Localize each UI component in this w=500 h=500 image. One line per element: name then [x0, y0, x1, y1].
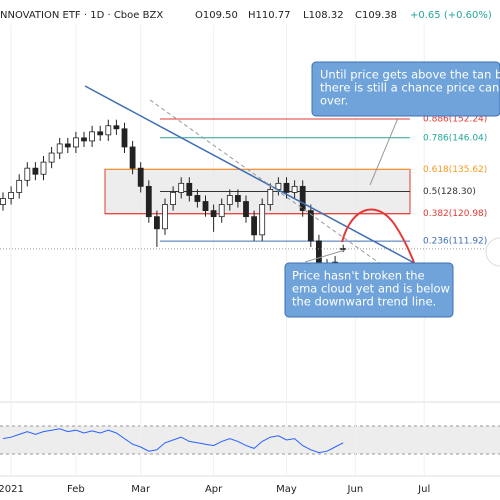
dashed-line — [149, 99, 421, 293]
callout-text: there is still a chance price can — [320, 81, 499, 95]
fib-label: 0.236(111.92) — [423, 237, 487, 247]
x-tick-label: 2021 — [0, 484, 24, 495]
x-tick-label: Jun — [347, 484, 364, 495]
candle-body — [137, 167, 144, 187]
x-tick-label: Apr — [205, 484, 223, 495]
callout-pointer — [304, 249, 346, 263]
ohlc-close: C109.38 — [355, 10, 397, 21]
candle-body — [291, 185, 298, 193]
x-tick-label: Mar — [131, 484, 151, 495]
candle-body — [267, 188, 274, 205]
side-button[interactable] — [485, 237, 500, 267]
fib-label: 0.5(128.30) — [423, 187, 476, 197]
callout-text: Price hasn't broken the — [292, 269, 425, 283]
candle-body — [48, 152, 55, 163]
candle-body — [73, 137, 79, 148]
candle-body — [299, 185, 306, 212]
candle-body — [113, 125, 120, 130]
candle-body — [121, 128, 128, 148]
candle-body — [259, 204, 266, 236]
candle-body — [105, 125, 112, 136]
candle-body — [234, 195, 241, 202]
ohlc-change: +0.65 (+0.60%) — [410, 10, 492, 21]
callout-text: the downward trend line. — [292, 295, 436, 309]
x-tick-label: Feb — [67, 484, 85, 495]
x-tick-label: Jul — [417, 484, 430, 495]
fib-label: 0.382(120.98) — [423, 209, 487, 219]
x-tick-label: May — [276, 484, 297, 495]
candle-body — [340, 248, 347, 250]
candle-body — [32, 167, 39, 175]
candle-body — [202, 201, 209, 212]
candle-body — [170, 192, 177, 205]
candle-body — [129, 146, 136, 169]
candle-body — [0, 198, 6, 205]
candle-body — [186, 182, 193, 196]
candle-body — [162, 204, 168, 230]
candle-body — [251, 216, 258, 236]
candle-body — [315, 240, 322, 266]
candle-body — [8, 192, 15, 199]
candle-body — [89, 131, 95, 142]
candle-body — [194, 195, 201, 202]
candle-body — [145, 185, 152, 218]
callout-text: over. — [320, 94, 348, 108]
candle-body — [218, 204, 225, 218]
candle-body — [24, 167, 31, 181]
callout-text: Until price gets above the tan b — [320, 68, 500, 82]
candle-body — [243, 201, 249, 218]
ohlc-low: L108.32 — [303, 10, 344, 21]
fib-label: 0.886(152.24) — [423, 114, 487, 124]
candle-body — [283, 182, 290, 193]
candle-body — [16, 179, 23, 193]
ohlc-high: H110.77 — [248, 10, 291, 21]
candle-body — [153, 216, 160, 230]
candle-body — [307, 210, 314, 242]
candle-body — [226, 195, 233, 205]
candle-body — [97, 131, 104, 136]
callout-text: ema cloud yet and is below — [292, 282, 450, 296]
callout-bottom — [284, 262, 454, 318]
candle-body — [210, 210, 217, 218]
fib-label: 0.618(135.62) — [423, 165, 487, 175]
callout-pointer — [369, 117, 399, 186]
candle-body — [64, 143, 71, 148]
symbol: NNOVATION ETF · 1D · Cboe BZX — [0, 10, 163, 21]
rsi-line — [2, 428, 344, 454]
fib-label: 0.786(146.04) — [423, 133, 487, 143]
candle-body — [178, 182, 185, 193]
candle-body — [81, 137, 87, 142]
rsi-band — [0, 426, 500, 454]
candle-body — [40, 161, 47, 175]
callout-top — [311, 61, 500, 117]
candle-body — [56, 143, 63, 154]
header: NNOVATION ETF · 1D · Cboe BZX O109.50 H1… — [0, 10, 492, 21]
trend-line — [84, 85, 419, 266]
ohlc-open: O109.50 — [195, 10, 238, 21]
